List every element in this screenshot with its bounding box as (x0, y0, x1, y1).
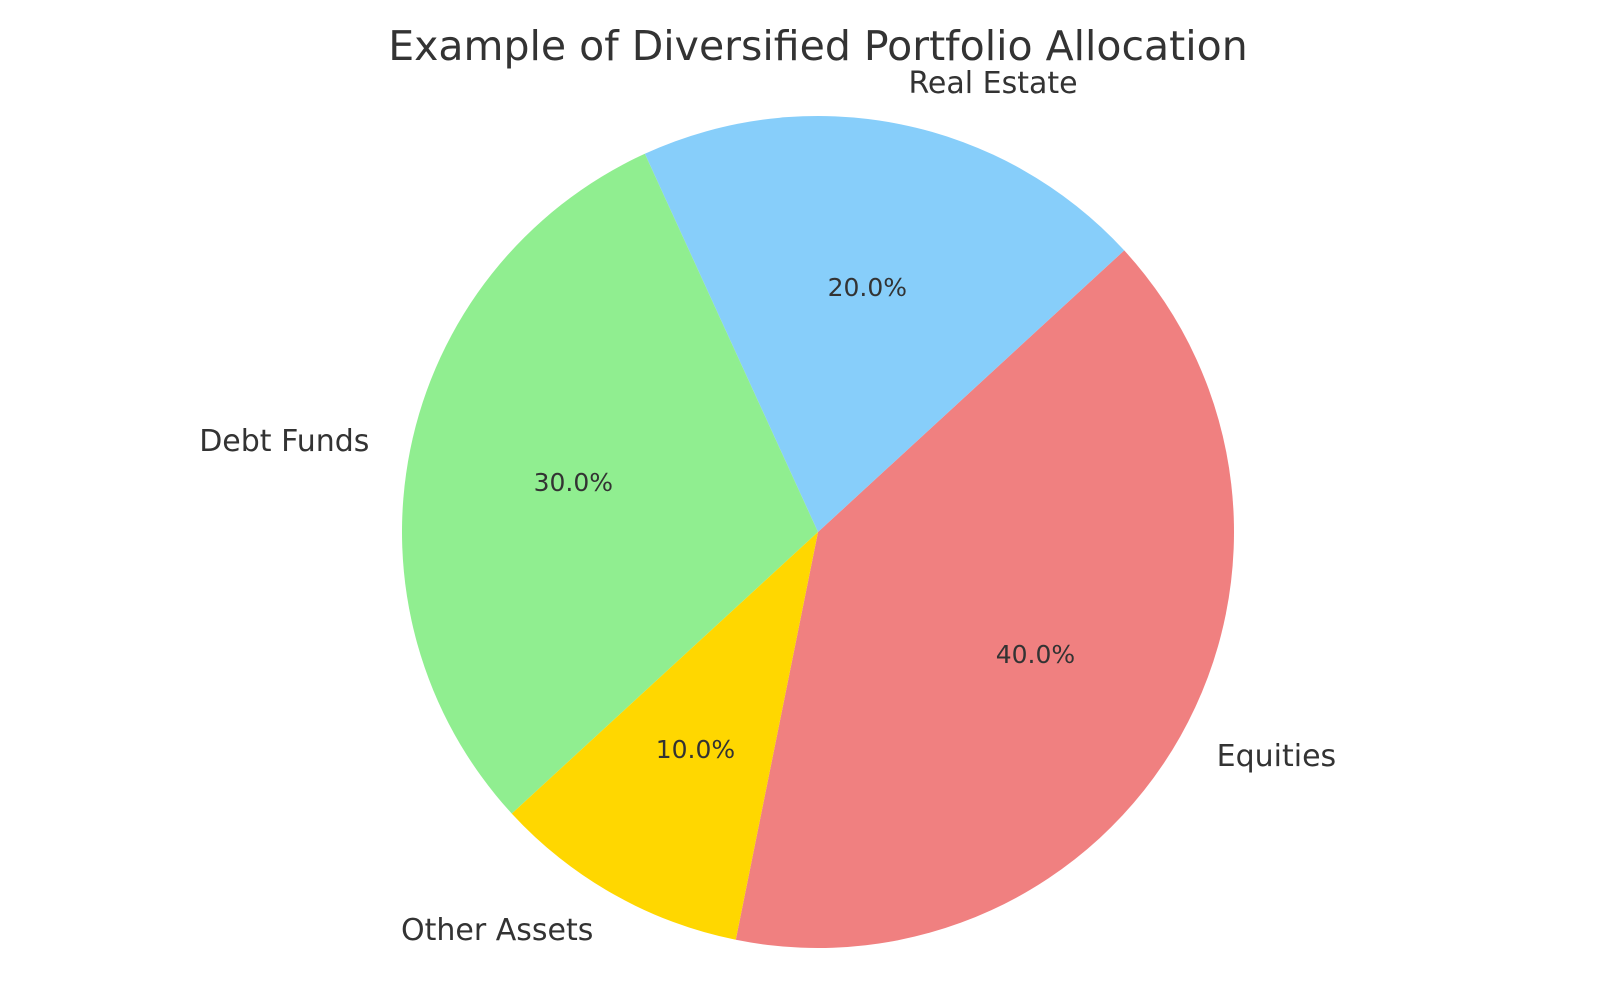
pie-slice-equities (735, 250, 1235, 948)
slice-label-real-estate: Real Estate (908, 66, 1077, 101)
pie-labels: Equities 40.0% Real Estate 20.0% Debt Funds 3… (199, 66, 1336, 948)
chart-title: Example of Diversified Portfolio Allocat… (388, 22, 1247, 70)
slice-label-other-assets: Other Assets (401, 913, 593, 948)
slice-label-equities: Equities (1217, 739, 1337, 774)
slice-percent-debt-funds: 30.0% (534, 468, 613, 497)
pie-slice-real-estate (644, 116, 1125, 532)
pie-slices (401, 116, 1235, 948)
slice-percent-other-assets: 10.0% (656, 735, 735, 764)
slice-label-debt-funds: Debt Funds (199, 424, 369, 459)
slice-percent-equities: 40.0% (996, 640, 1075, 669)
pie-slice-other-assets (511, 532, 818, 940)
slice-percent-real-estate: 20.0% (828, 273, 907, 302)
pie-slice-debt-funds (401, 153, 818, 814)
